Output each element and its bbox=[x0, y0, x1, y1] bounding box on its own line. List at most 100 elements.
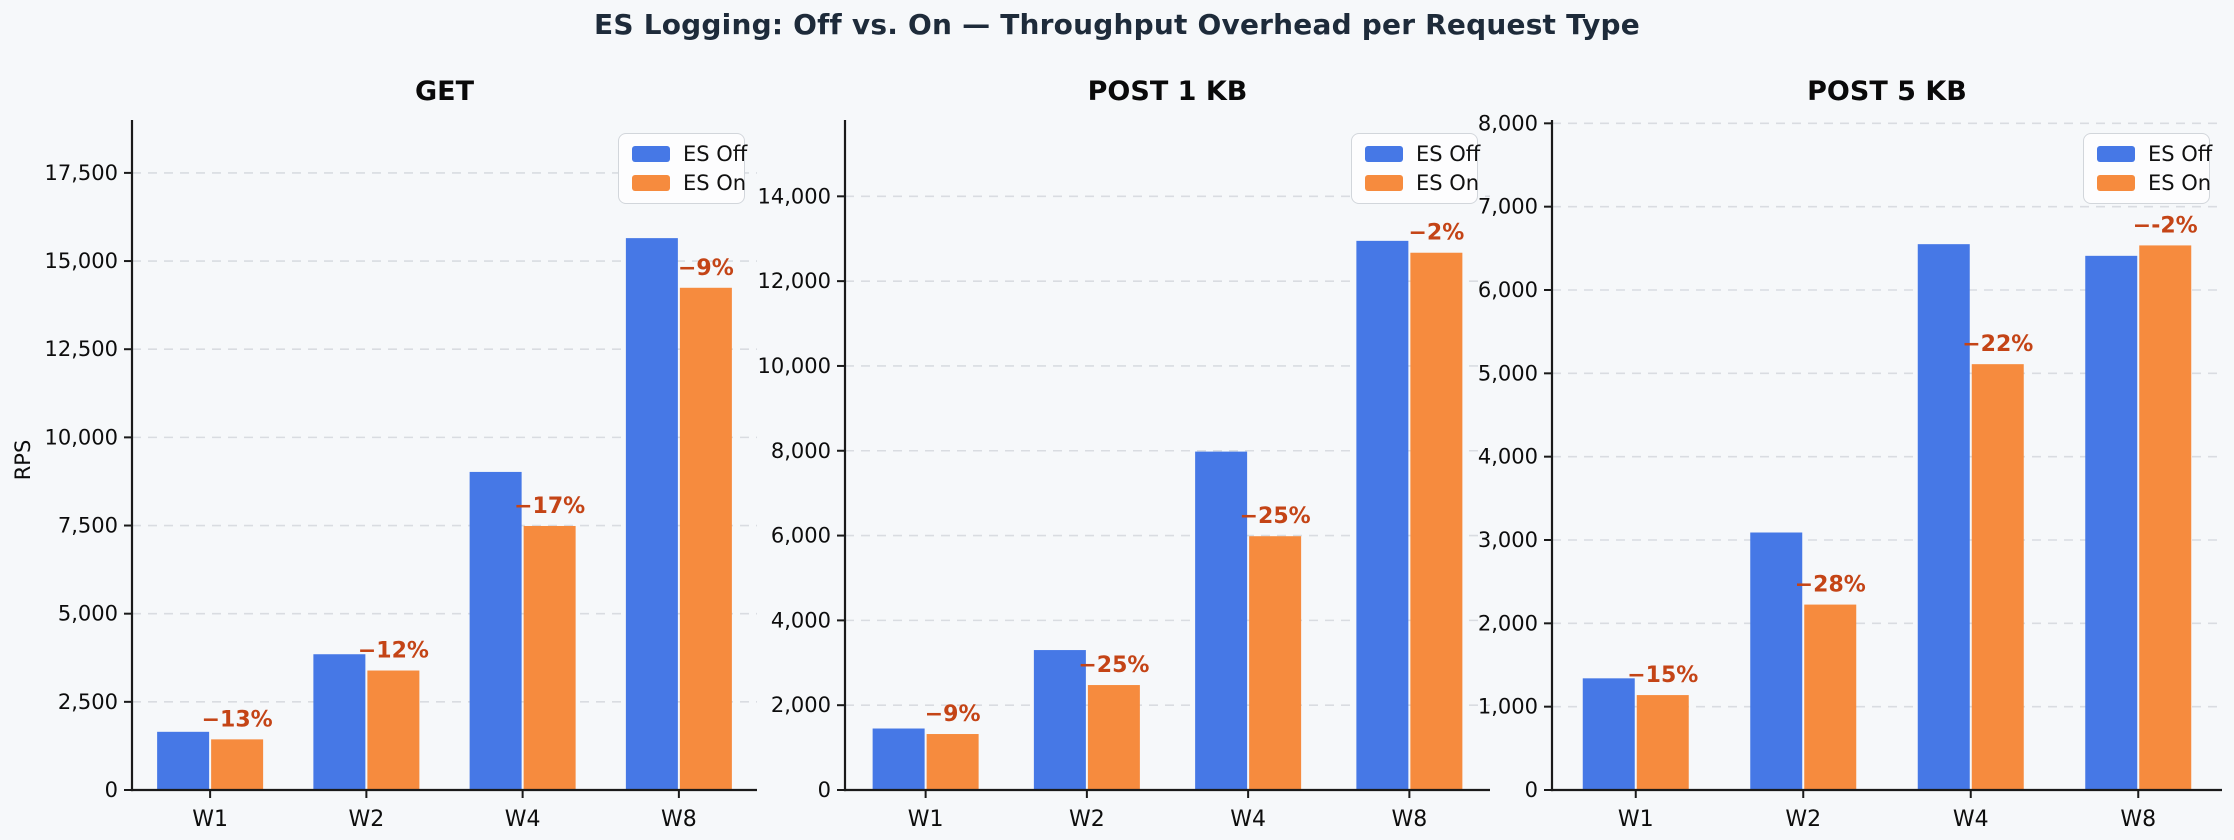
bar-es-on-W1 bbox=[211, 739, 264, 790]
overhead-annotation: −25% bbox=[1078, 653, 1149, 678]
y-tick-label: 7,000 bbox=[1478, 195, 1538, 219]
overhead-annotation: −12% bbox=[358, 639, 429, 664]
bar-es-off-W4 bbox=[1917, 244, 1970, 790]
bar-es-off-W1 bbox=[872, 728, 925, 790]
overhead-annotation: −15% bbox=[1627, 663, 1698, 688]
subplot-title-post-5kb: POST 5 KB bbox=[1807, 76, 1967, 107]
x-tick-label: W2 bbox=[349, 807, 385, 832]
overhead-annotation: −9% bbox=[678, 256, 734, 281]
x-tick-label: W2 bbox=[1785, 807, 1821, 832]
bar-es-off-W8 bbox=[1356, 240, 1409, 790]
legend-label: ES Off bbox=[1416, 142, 1481, 166]
y-tick-label: 2,000 bbox=[1478, 611, 1538, 635]
bar-es-off-W2 bbox=[1750, 532, 1803, 790]
es-off-swatch-icon bbox=[632, 146, 670, 162]
x-tick-label: W1 bbox=[908, 807, 944, 832]
y-tick-label: 6,000 bbox=[771, 524, 831, 548]
y-tick-label: 12,500 bbox=[45, 337, 118, 361]
y-tick-label: 1,000 bbox=[1478, 695, 1538, 719]
y-tick-label: 2,500 bbox=[58, 690, 118, 714]
legend-post-5kb: ES Off ES On bbox=[2083, 133, 2213, 204]
legend-label: ES Off bbox=[2148, 142, 2213, 166]
legend-post-1kb: ES Off ES On bbox=[1351, 133, 1481, 204]
y-tick-label: 3,000 bbox=[1478, 528, 1538, 552]
y-tick-label: 17,500 bbox=[45, 161, 118, 185]
x-tick-label: W4 bbox=[505, 807, 541, 832]
x-tick-label: W8 bbox=[2120, 807, 2156, 832]
bar-es-on-W2 bbox=[1804, 604, 1857, 790]
bar-es-off-W8 bbox=[625, 238, 678, 790]
y-tick-label: 4,000 bbox=[1478, 445, 1538, 469]
bar-es-on-W8 bbox=[2139, 245, 2192, 790]
y-tick-label: 10,000 bbox=[45, 425, 118, 449]
y-tick-label: 2,000 bbox=[771, 693, 831, 717]
y-tick-label: 0 bbox=[105, 778, 118, 802]
x-tick-label: W4 bbox=[1230, 807, 1266, 832]
overhead-annotation: −22% bbox=[1962, 332, 2033, 357]
bar-es-on-W4 bbox=[1249, 536, 1302, 790]
legend-item-es-off: ES Off bbox=[1365, 142, 1481, 166]
legend-label: ES On bbox=[1416, 171, 1480, 195]
x-tick-label: W4 bbox=[1953, 807, 1989, 832]
bar-es-off-W1 bbox=[1582, 678, 1635, 790]
y-tick-label: 5,000 bbox=[58, 602, 118, 626]
overhead-annotation: −25% bbox=[1240, 504, 1311, 529]
y-tick-label: 7,500 bbox=[58, 514, 118, 538]
bar-es-on-W4 bbox=[1971, 364, 2024, 790]
legend-item-es-on: ES On bbox=[2097, 171, 2212, 195]
legend-get: ES Off ES On bbox=[618, 133, 748, 204]
x-tick-label: W1 bbox=[192, 807, 228, 832]
overhead-annotation: −9% bbox=[925, 702, 981, 727]
y-tick-label: 0 bbox=[1525, 778, 1538, 802]
x-tick-label: W1 bbox=[1618, 807, 1654, 832]
es-off-swatch-icon bbox=[1365, 146, 1403, 162]
page-title: ES Logging: Off vs. On — Throughput Over… bbox=[594, 8, 1640, 41]
bar-es-off-W8 bbox=[2085, 255, 2138, 791]
legend-label: ES Off bbox=[683, 142, 748, 166]
bar-es-on-W8 bbox=[1410, 252, 1463, 790]
bar-es-on-W8 bbox=[679, 287, 732, 790]
overhead-annotation: −13% bbox=[202, 707, 273, 732]
overhead-annotation: −17% bbox=[514, 494, 585, 519]
x-tick-label: W2 bbox=[1069, 807, 1105, 832]
legend-label: ES On bbox=[683, 171, 747, 195]
y-tick-label: 15,000 bbox=[45, 249, 118, 273]
y-tick-label: 8,000 bbox=[771, 439, 831, 463]
bar-es-on-W2 bbox=[1087, 685, 1140, 790]
bar-es-on-W1 bbox=[1636, 695, 1689, 790]
bar-es-on-W4 bbox=[523, 525, 576, 790]
x-tick-label: W8 bbox=[661, 807, 697, 832]
y-tick-label: 8,000 bbox=[1478, 111, 1538, 135]
bar-es-off-W4 bbox=[469, 471, 522, 790]
bar-es-off-W2 bbox=[313, 654, 366, 790]
bar-es-on-W2 bbox=[367, 670, 420, 790]
es-on-swatch-icon bbox=[632, 175, 670, 191]
overhead-annotation: −2% bbox=[1408, 221, 1464, 246]
legend-label: ES On bbox=[2148, 171, 2212, 195]
y-tick-label: 5,000 bbox=[1478, 361, 1538, 385]
bar-es-off-W2 bbox=[1033, 650, 1086, 790]
y-tick-label: 6,000 bbox=[1478, 278, 1538, 302]
subplot-title-get: GET bbox=[414, 76, 475, 107]
bar-es-off-W1 bbox=[157, 731, 210, 790]
legend-item-es-off: ES Off bbox=[2097, 142, 2213, 166]
es-on-swatch-icon bbox=[2097, 175, 2135, 191]
y-tick-label: 12,000 bbox=[758, 269, 831, 293]
y-tick-label: 10,000 bbox=[758, 354, 831, 378]
legend-item-es-on: ES On bbox=[632, 171, 747, 195]
y-tick-label: 0 bbox=[818, 778, 831, 802]
bar-es-on-W1 bbox=[926, 734, 979, 790]
legend-item-es-off: ES Off bbox=[632, 142, 748, 166]
overhead-annotation: −-2% bbox=[2133, 213, 2198, 238]
bar-es-off-W4 bbox=[1195, 451, 1248, 790]
overhead-annotation: −28% bbox=[1795, 573, 1866, 598]
y-tick-label: 14,000 bbox=[758, 184, 831, 208]
legend-item-es-on: ES On bbox=[1365, 171, 1480, 195]
subplot-title-post-1kb: POST 1 KB bbox=[1087, 76, 1248, 107]
x-tick-label: W8 bbox=[1392, 807, 1428, 832]
es-off-swatch-icon bbox=[2097, 146, 2135, 162]
es-on-swatch-icon bbox=[1365, 175, 1403, 191]
y-tick-label: 4,000 bbox=[771, 608, 831, 632]
